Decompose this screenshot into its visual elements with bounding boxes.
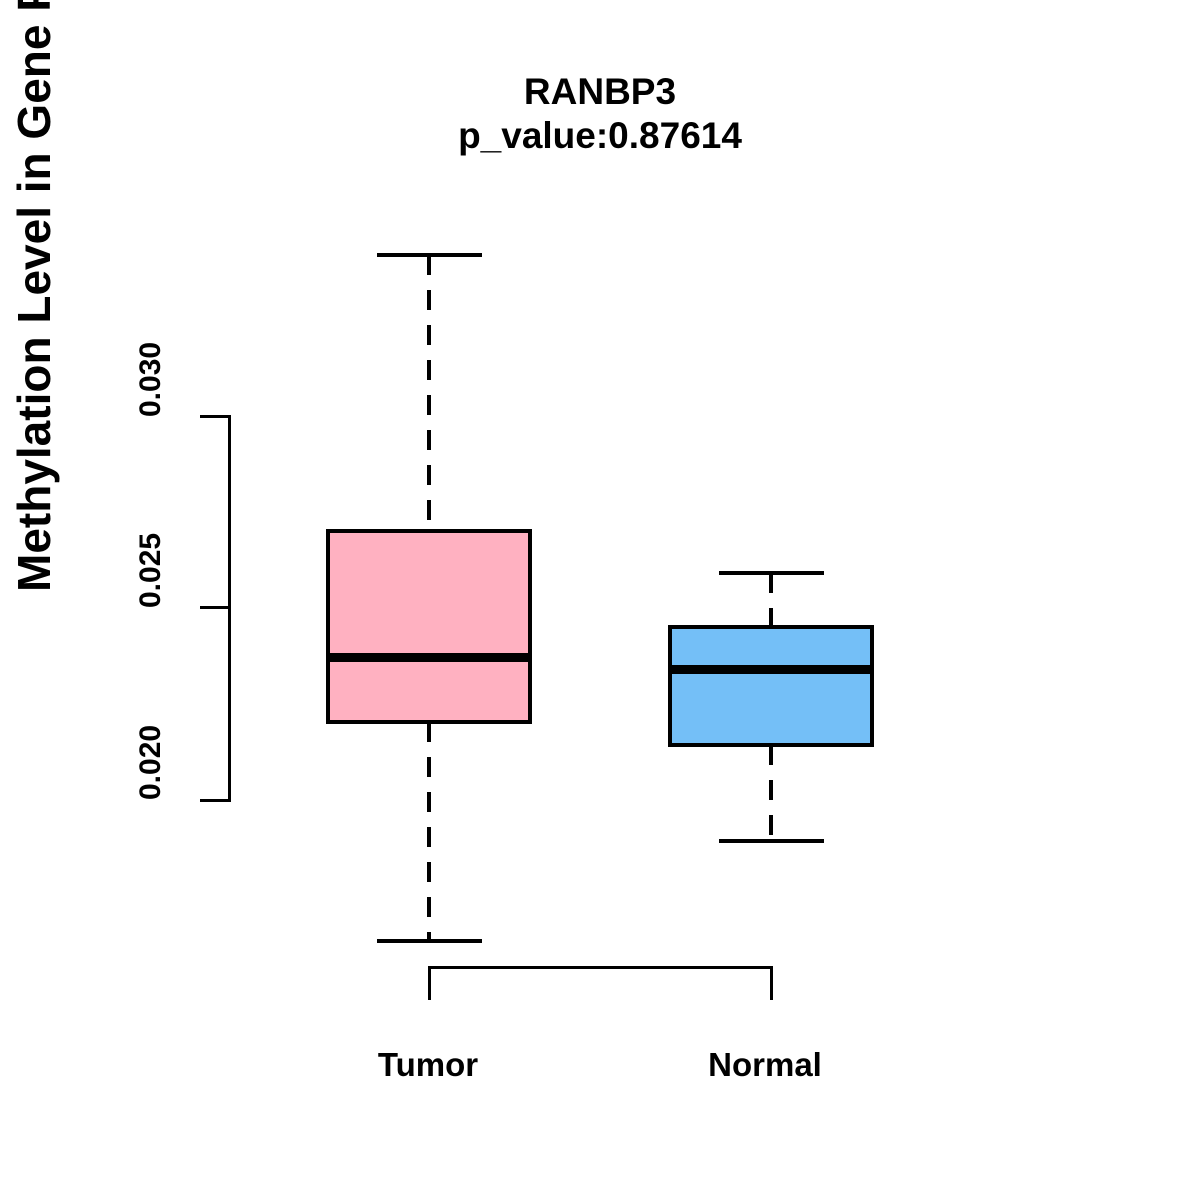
x-axis-tick-tumor [428,966,431,1000]
normal-box [668,625,874,747]
tumor-lower-whisker-cap [376,939,482,943]
normal-median-line [668,665,874,674]
normal-lower-whisker [769,745,773,841]
normal-lower-whisker-cap [718,839,824,843]
y-axis-line [228,415,231,802]
x-axis-line [428,966,773,969]
tumor-upper-whisker-cap [376,253,482,257]
chart-subtitle-pvalue: p_value:0.87614 [458,115,742,156]
x-axis-tick-normal [770,966,773,1000]
y-axis-tick-0030 [200,415,229,418]
x-axis-label-tumor: Tumor [377,1046,479,1083]
tumor-box [326,529,532,724]
tumor-lower-whisker [427,722,431,941]
y-axis-tick-0025 [200,606,229,609]
y-axis-tick-0020 [200,799,229,802]
tumor-median-line [326,653,532,662]
x-axis-label-normal: Normal [708,1046,822,1083]
normal-upper-whisker-cap [718,571,824,575]
normal-upper-whisker [769,573,773,627]
chart-title: RANBP3 [523,71,677,112]
tumor-upper-whisker [427,255,431,531]
